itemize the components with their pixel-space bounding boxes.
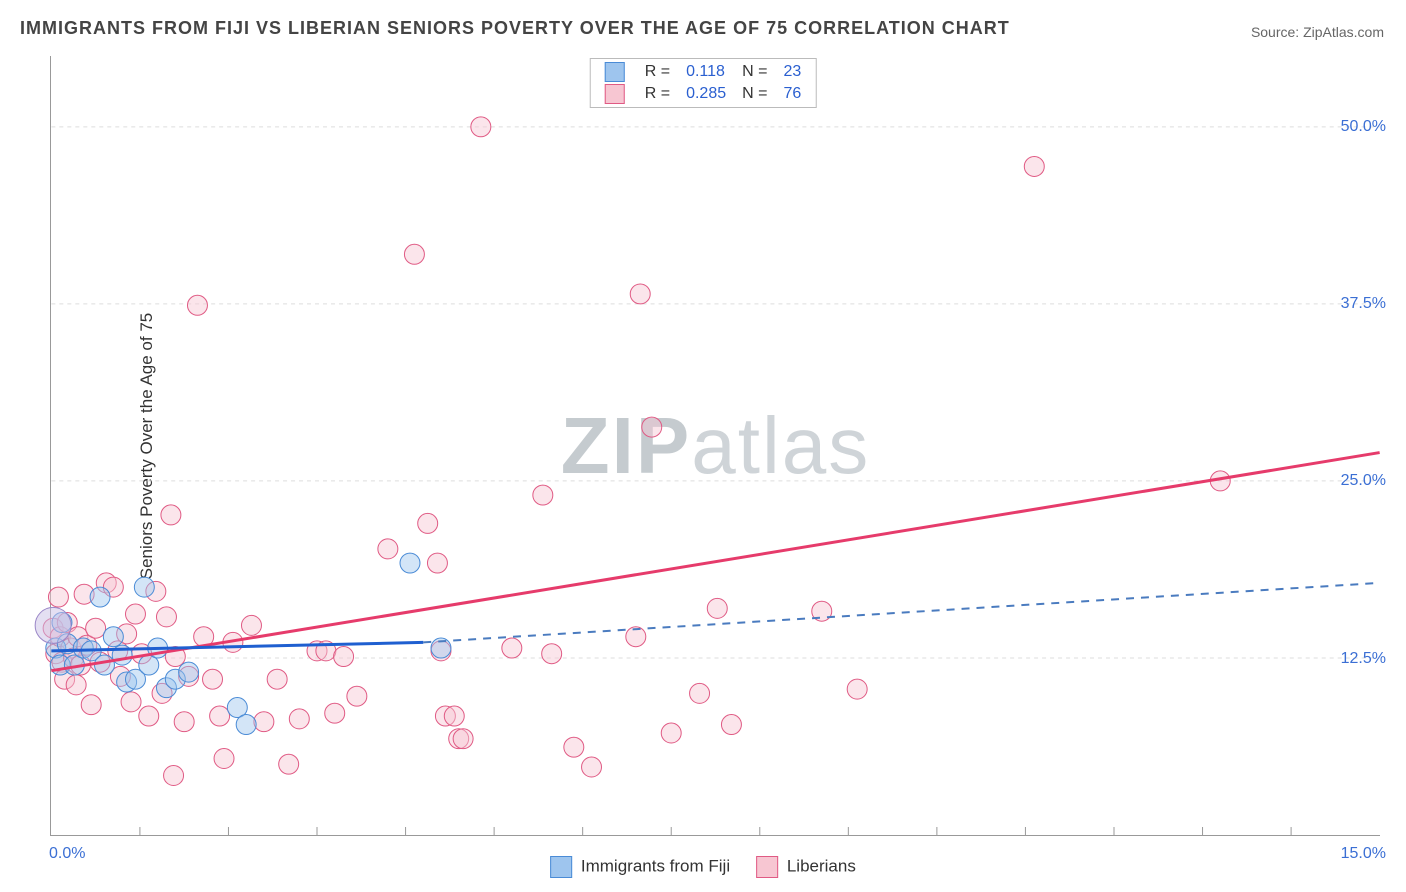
- data-point: [94, 655, 114, 675]
- data-point: [847, 679, 867, 699]
- y-tick-label: 25.0%: [1341, 472, 1386, 490]
- stats-legend-box: R = 0.118 N = 23 R = 0.285 N = 76: [590, 58, 817, 108]
- data-point: [661, 723, 681, 743]
- data-point: [418, 513, 438, 533]
- liberians-r-value: 0.285: [678, 83, 734, 105]
- fiji-r-value: 0.118: [678, 61, 734, 83]
- data-point: [582, 757, 602, 777]
- data-point: [533, 485, 553, 505]
- x-axis-max-label: 15.0%: [1341, 845, 1386, 863]
- data-point: [267, 669, 287, 689]
- bottom-legend: Immigrants from Fiji Liberians: [550, 856, 856, 878]
- data-point: [164, 766, 184, 786]
- swatch-liberians: [605, 84, 625, 104]
- data-point: [241, 615, 261, 635]
- fiji-n-value: 23: [775, 61, 809, 83]
- swatch-fiji: [605, 62, 625, 82]
- data-point: [404, 244, 424, 264]
- n-label-2: N =: [734, 83, 775, 105]
- data-point: [453, 729, 473, 749]
- data-point: [90, 587, 110, 607]
- data-point: [254, 712, 274, 732]
- data-point: [48, 587, 68, 607]
- stats-row-fiji: R = 0.118 N = 23: [597, 61, 810, 83]
- data-point: [1024, 156, 1044, 176]
- data-point: [66, 675, 86, 695]
- data-point: [289, 709, 309, 729]
- data-point: [139, 706, 159, 726]
- data-point: [334, 647, 354, 667]
- y-tick-label: 50.0%: [1341, 118, 1386, 136]
- data-point: [156, 607, 176, 627]
- chart-plot-area: ZIPatlas 0.0% 15.0% 12.5%25.0%37.5%50.0%: [50, 56, 1380, 836]
- data-point: [471, 117, 491, 137]
- data-point: [103, 627, 123, 647]
- regression-line: [423, 583, 1379, 642]
- source-name: ZipAtlas.com: [1303, 24, 1384, 40]
- data-point: [187, 295, 207, 315]
- data-point: [214, 749, 234, 769]
- r-label: R =: [637, 61, 678, 83]
- chart-title: IMMIGRANTS FROM FIJI VS LIBERIAN SENIORS…: [20, 18, 1010, 39]
- y-tick-label: 12.5%: [1341, 650, 1386, 668]
- data-point: [642, 417, 662, 437]
- data-point: [81, 695, 101, 715]
- legend-label-fiji: Immigrants from Fiji: [581, 856, 730, 875]
- data-point: [378, 539, 398, 559]
- legend-item-liberians: Liberians: [756, 856, 856, 878]
- data-point: [179, 662, 199, 682]
- data-point: [502, 638, 522, 658]
- data-point: [210, 706, 230, 726]
- data-point: [400, 553, 420, 573]
- source-prefix: Source:: [1251, 24, 1303, 40]
- chart-svg: [51, 56, 1380, 835]
- n-label: N =: [734, 61, 775, 83]
- swatch-liberians-bottom: [756, 856, 778, 878]
- data-point: [325, 703, 345, 723]
- data-point: [721, 715, 741, 735]
- data-point: [134, 577, 154, 597]
- legend-label-liberians: Liberians: [787, 856, 856, 875]
- legend-item-fiji: Immigrants from Fiji: [550, 856, 730, 878]
- data-point: [630, 284, 650, 304]
- data-point: [86, 618, 106, 638]
- regression-line: [51, 453, 1379, 671]
- liberians-n-value: 76: [775, 83, 809, 105]
- data-point: [347, 686, 367, 706]
- x-axis-min-label: 0.0%: [49, 845, 85, 863]
- data-point: [707, 598, 727, 618]
- data-point: [125, 604, 145, 624]
- data-point: [236, 715, 256, 735]
- data-point: [279, 754, 299, 774]
- data-point: [427, 553, 447, 573]
- data-point: [542, 644, 562, 664]
- data-point: [203, 669, 223, 689]
- y-tick-label: 37.5%: [1341, 295, 1386, 313]
- data-point: [564, 737, 584, 757]
- data-point: [444, 706, 464, 726]
- source-credit: Source: ZipAtlas.com: [1251, 24, 1384, 40]
- swatch-fiji-bottom: [550, 856, 572, 878]
- data-point: [161, 505, 181, 525]
- r-label-2: R =: [637, 83, 678, 105]
- data-point: [174, 712, 194, 732]
- data-point: [690, 683, 710, 703]
- data-point: [121, 692, 141, 712]
- stats-row-liberians: R = 0.285 N = 76: [597, 83, 810, 105]
